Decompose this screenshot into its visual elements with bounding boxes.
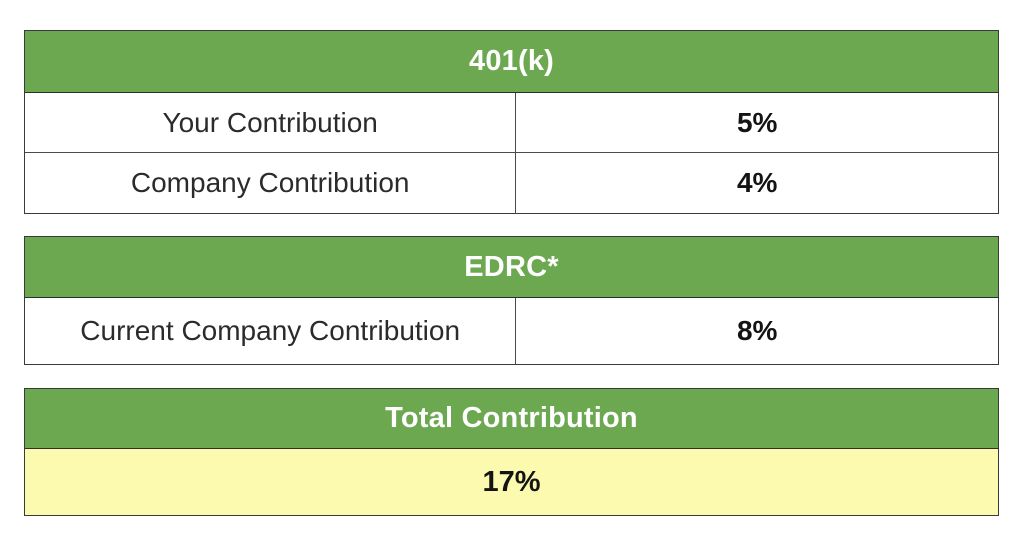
table-401k: 401(k) Your Contribution 5% Company Cont…	[24, 30, 999, 214]
table-row: Your Contribution 5%	[25, 93, 998, 153]
table-total-contribution: Total Contribution 17%	[24, 388, 999, 516]
table-edrc-header: EDRC*	[25, 237, 998, 298]
total-contribution-value: 17%	[25, 449, 998, 515]
table-total-header: Total Contribution	[25, 389, 998, 449]
row-value-company-contribution: 4%	[736, 167, 778, 198]
table-401k-header: 401(k)	[25, 31, 998, 93]
table-row: Company Contribution 4%	[25, 153, 998, 213]
row-value-current-company-contribution: 8%	[736, 315, 778, 346]
row-label-your-contribution: Your Contribution	[25, 93, 517, 152]
table-edrc: EDRC* Current Company Contribution 8%	[24, 236, 999, 365]
row-label-current-company-contribution: Current Company Contribution	[25, 298, 517, 364]
row-value-your-contribution: 5%	[736, 106, 778, 138]
row-label-company-contribution: Company Contribution	[25, 153, 517, 213]
table-row: Current Company Contribution 8%	[25, 298, 998, 364]
